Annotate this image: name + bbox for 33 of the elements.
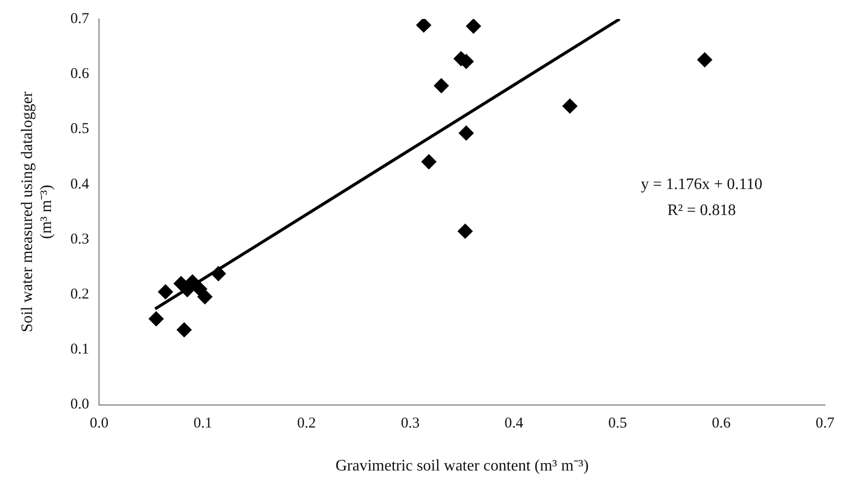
x-tick-label: 0.2 [297,416,316,432]
point [697,52,712,68]
point [458,224,473,239]
x-tick-label: 0.4 [504,416,524,432]
point [434,78,449,94]
x-tick-label: 0.0 [90,416,109,432]
point [148,311,164,326]
y-tick-label: 0.0 [70,396,90,413]
point [466,19,481,34]
y-tick-label: 0.7 [70,10,90,27]
y-tick-label: 0.1 [70,342,90,358]
point [458,126,474,141]
point [562,98,578,114]
point [176,322,192,338]
point [210,266,226,282]
y-tick-label: 0.4 [70,176,90,192]
annotation: y = 1.176x + 0.110 [640,176,762,194]
y-tick-label: 0.3 [70,231,90,248]
x-tick-label: 0.3 [400,416,420,432]
x-axis-title: Gravimetric soil water content (m³ m⁻³) [335,458,589,475]
y-tick-label: 0.2 [70,286,90,303]
point [416,19,432,33]
y-tick-label: 0.5 [70,121,90,138]
y-tick-label: 0.6 [70,66,90,82]
x-tick-label: 0.1 [193,416,212,432]
x-tick-label: 0.6 [712,416,732,432]
point [158,284,174,300]
annotation: R² = 0.818 [667,202,736,220]
x-tick-label: 0.5 [608,416,627,432]
point [197,289,212,304]
x-tick-label: 0.7 [816,416,835,432]
point [421,154,436,170]
y-axis-title: Soil water measured using datalogger (m³ m⁻³) [18,90,56,332]
